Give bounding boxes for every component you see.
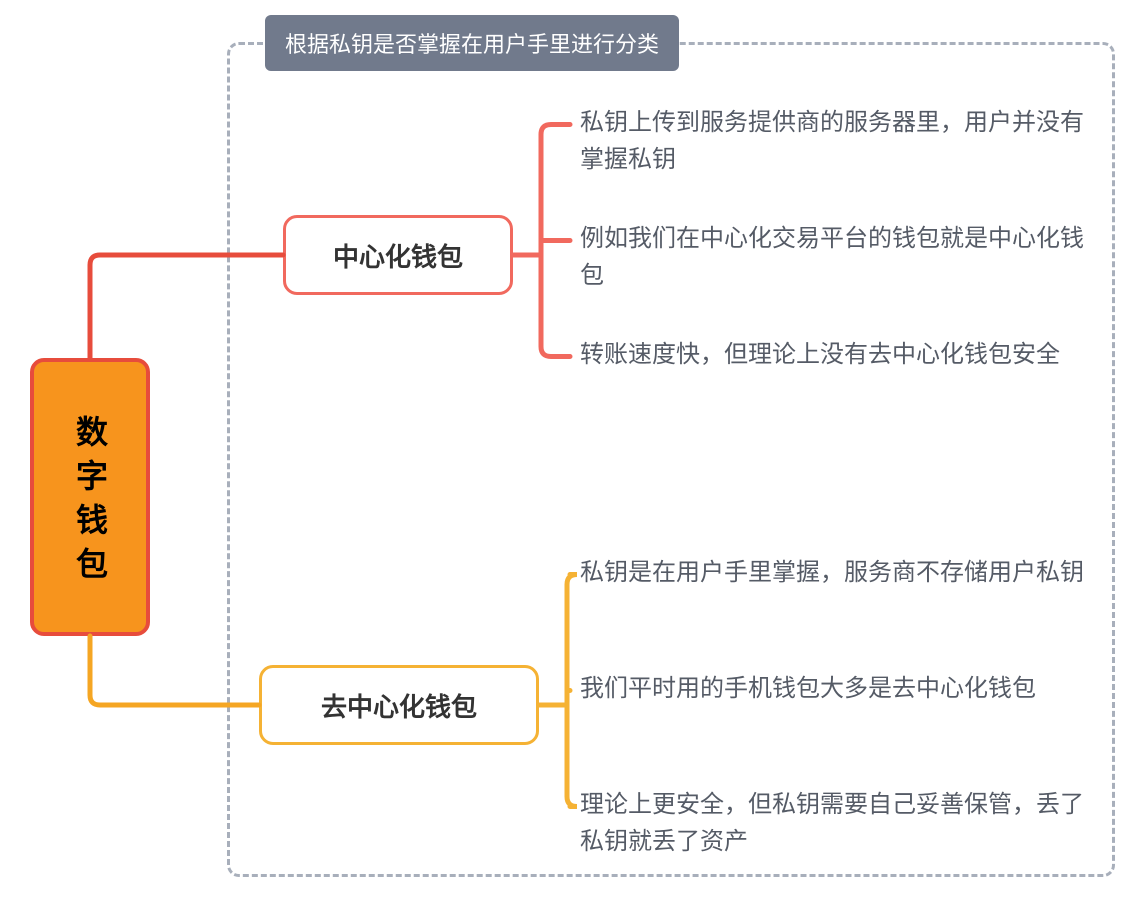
leaf-text: 例如我们在中心化交易平台的钱包就是中心化钱包	[580, 220, 1085, 294]
root-node: 数字钱包	[30, 358, 150, 636]
leaf-text: 我们平时用的手机钱包大多是去中心化钱包	[580, 670, 1036, 707]
leaf-text: 转账速度快，但理论上没有去中心化钱包安全	[580, 336, 1060, 373]
leaf-text: 私钥是在用户手里掌握，服务商不存储用户私钥	[580, 554, 1084, 591]
branch-node-centralized: 中心化钱包	[283, 215, 513, 295]
branch-node-decentralized: 去中心化钱包	[259, 665, 539, 745]
diagram-title: 根据私钥是否掌握在用户手里进行分类	[265, 15, 679, 71]
leaf-text: 理论上更安全，但私钥需要自己妥善保管，丢了私钥就丢了资产	[580, 786, 1085, 860]
leaf-text: 私钥上传到服务提供商的服务器里，用户并没有掌握私钥	[580, 104, 1085, 178]
